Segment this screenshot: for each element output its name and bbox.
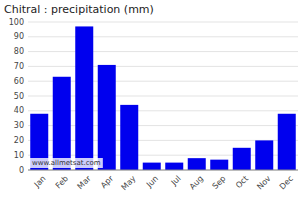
x-axis-line [28, 170, 298, 171]
grid-line [28, 66, 298, 67]
grid-line [28, 170, 298, 171]
x-tick-label: Mar [76, 174, 94, 192]
bar [210, 160, 228, 170]
y-tick-label: 60 [14, 77, 24, 86]
y-tick-label: 0 [19, 166, 24, 175]
x-tick-label: Jan [32, 174, 48, 190]
x-axis: Jan Feb Mar AprMay Jun Jul Aug Sep Oct Nov Dec [32, 174, 295, 193]
bar [143, 163, 161, 170]
y-tick-label: 50 [14, 92, 24, 101]
x-tick-label: Aug [188, 174, 205, 191]
bar [188, 158, 206, 170]
page: {"chart_data": {"type": "bar", "title": … [0, 0, 306, 200]
x-tick-label: Jul [169, 174, 183, 188]
grid-line [28, 36, 298, 37]
bar [53, 77, 71, 170]
y-tick-label: 20 [14, 136, 24, 145]
grid-line [28, 51, 298, 52]
annotation-text: www.allmetsat.com [32, 159, 101, 167]
bars [30, 26, 296, 170]
y-tick-label: 30 [14, 121, 24, 130]
bar [165, 163, 183, 170]
grid-line [28, 22, 298, 23]
y-tick-label: 100 [9, 18, 24, 27]
bar [255, 140, 273, 170]
x-tick-label: Oct [234, 174, 250, 190]
annotation: www.allmetsat.com [30, 158, 103, 168]
y-tick-label: 70 [14, 62, 24, 71]
bar [120, 105, 138, 170]
x-tick-label: Jun [144, 174, 160, 190]
y-tick-label: 40 [14, 106, 24, 115]
y-axis: 0 10 20 30 40 50 60 70 80 90 100 [9, 18, 24, 175]
x-tick-label: Feb [54, 174, 70, 190]
bar [233, 148, 251, 170]
y-tick-label: 90 [14, 32, 24, 41]
x-tick-label: Dec [278, 174, 295, 191]
x-tick-label: May [120, 174, 138, 192]
title: Chitral : precipitation (mm) [4, 3, 154, 16]
chart: 0 10 20 30 40 50 60 70 80 90 100 Jan Feb Mar AprMay Jun… [0, 0, 306, 200]
annotation-background [30, 158, 103, 168]
x-tick-label: Sep [211, 174, 228, 191]
grid [28, 22, 298, 170]
bar [278, 114, 296, 170]
x-tick-label: Nov [255, 174, 273, 192]
x-tick-label: Apr [99, 174, 116, 191]
y-tick-label: 10 [14, 151, 24, 160]
bar [98, 65, 116, 170]
y-tick-label: 80 [14, 47, 24, 56]
bar [75, 26, 93, 170]
